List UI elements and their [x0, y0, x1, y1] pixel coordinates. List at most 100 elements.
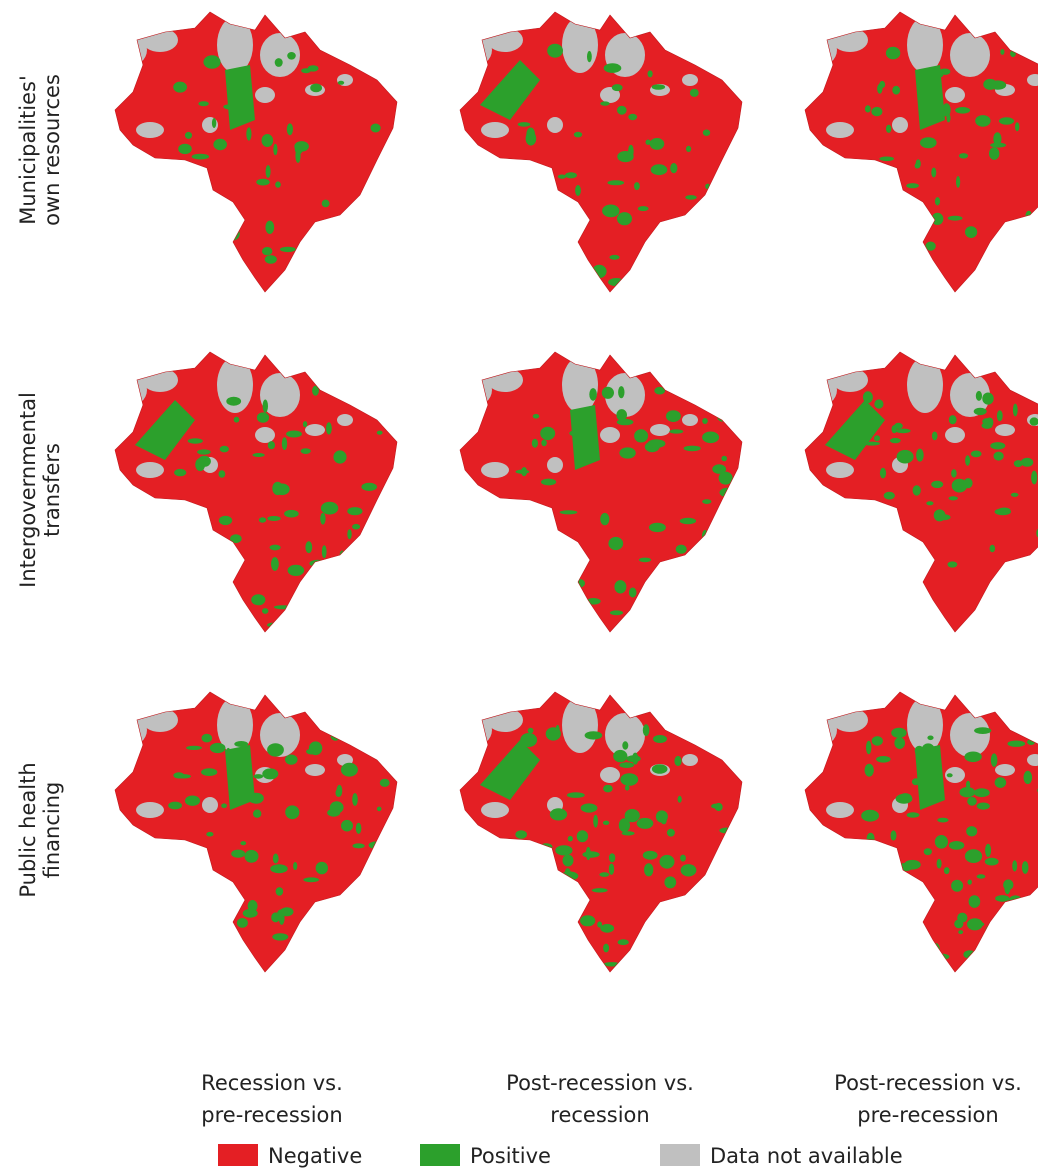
- positive-area: [669, 429, 683, 433]
- positive-area: [702, 271, 711, 284]
- positive-area: [667, 900, 680, 904]
- positive-area: [666, 410, 681, 422]
- positive-area: [634, 182, 640, 190]
- positive-area: [997, 410, 1003, 421]
- positive-area: [719, 170, 723, 178]
- positive-area: [285, 805, 299, 819]
- positive-area: [520, 891, 538, 898]
- positive-area: [628, 114, 637, 120]
- positive-area: [721, 896, 735, 904]
- no-data-area: [255, 427, 275, 443]
- positive-area: [1010, 50, 1016, 57]
- positive-area: [333, 903, 341, 907]
- positive-area: [1034, 549, 1038, 560]
- positive-area: [600, 101, 609, 105]
- positive-area: [651, 164, 668, 175]
- positive-area: [629, 607, 643, 621]
- positive-area: [971, 451, 982, 458]
- no-data-area: [136, 462, 164, 478]
- positive-area: [680, 956, 696, 966]
- positive-area: [891, 728, 906, 738]
- positive-area: [556, 725, 560, 736]
- positive-area: [652, 965, 658, 974]
- positive-area: [719, 930, 725, 936]
- positive-area: [670, 163, 677, 173]
- positive-area: [270, 864, 287, 873]
- positive-area: [884, 605, 898, 619]
- positive-area: [891, 830, 897, 840]
- positive-area: [877, 917, 884, 930]
- positive-area: [609, 255, 619, 260]
- positive-area: [234, 417, 240, 423]
- positive-area: [555, 845, 572, 855]
- no-data-area: [950, 33, 990, 77]
- positive-area: [526, 128, 535, 142]
- positive-area: [1002, 954, 1019, 965]
- positive-area: [272, 933, 288, 940]
- positive-area: [347, 529, 351, 539]
- positive-area: [545, 525, 557, 534]
- positive-area: [876, 756, 891, 763]
- positive-area: [330, 564, 344, 569]
- positive-area: [652, 84, 665, 90]
- positive-area: [1022, 861, 1029, 874]
- positive-area: [965, 455, 970, 466]
- positive-area: [965, 226, 977, 238]
- positive-area: [929, 606, 936, 613]
- positive-area: [999, 117, 1014, 124]
- positive-area: [865, 105, 871, 112]
- positive-area: [871, 853, 885, 865]
- positive-area: [326, 422, 332, 434]
- positive-area: [925, 288, 929, 292]
- positive-area: [949, 496, 958, 500]
- positive-area: [976, 391, 982, 401]
- positive-area: [874, 399, 883, 408]
- positive-area: [702, 499, 711, 504]
- positive-area: [906, 183, 919, 188]
- positive-area: [982, 418, 991, 425]
- positive-area: [176, 857, 189, 862]
- positive-area: [228, 898, 233, 903]
- positive-area: [676, 545, 687, 554]
- no-data-area: [103, 32, 147, 68]
- positive-area: [173, 772, 184, 778]
- positive-area: [556, 615, 563, 628]
- positive-area: [513, 908, 530, 916]
- positive-area: [295, 149, 300, 163]
- no-data-area: [487, 368, 523, 392]
- no-data-area: [136, 122, 164, 138]
- map-fill: [103, 350, 405, 640]
- positive-area: [1015, 122, 1019, 131]
- positive-area: [549, 947, 554, 956]
- positive-area: [680, 855, 686, 862]
- positive-area: [555, 913, 566, 923]
- no-data-area: [142, 28, 178, 52]
- positive-area: [702, 418, 708, 424]
- positive-area: [286, 431, 302, 438]
- positive-area: [915, 163, 920, 168]
- positive-area: [866, 584, 874, 596]
- positive-area: [935, 835, 948, 849]
- no-data-area: [682, 414, 698, 426]
- positive-area: [713, 917, 726, 922]
- positive-area: [660, 855, 675, 869]
- positive-area: [371, 124, 381, 133]
- positive-area: [593, 815, 598, 828]
- positive-area: [206, 283, 216, 289]
- positive-area: [517, 940, 528, 945]
- positive-area: [652, 959, 661, 966]
- positive-area: [926, 501, 933, 505]
- positive-area: [303, 877, 319, 882]
- legend-swatch: [660, 1144, 700, 1166]
- positive-area: [907, 812, 920, 817]
- positive-area: [989, 147, 999, 160]
- positive-area: [865, 236, 883, 241]
- positive-area: [697, 884, 712, 893]
- positive-area: [927, 736, 933, 741]
- map: [793, 350, 1038, 640]
- positive-area: [352, 793, 358, 806]
- positive-area: [1032, 283, 1038, 289]
- positive-area: [628, 282, 641, 294]
- positive-area: [863, 503, 878, 509]
- positive-area: [360, 934, 372, 943]
